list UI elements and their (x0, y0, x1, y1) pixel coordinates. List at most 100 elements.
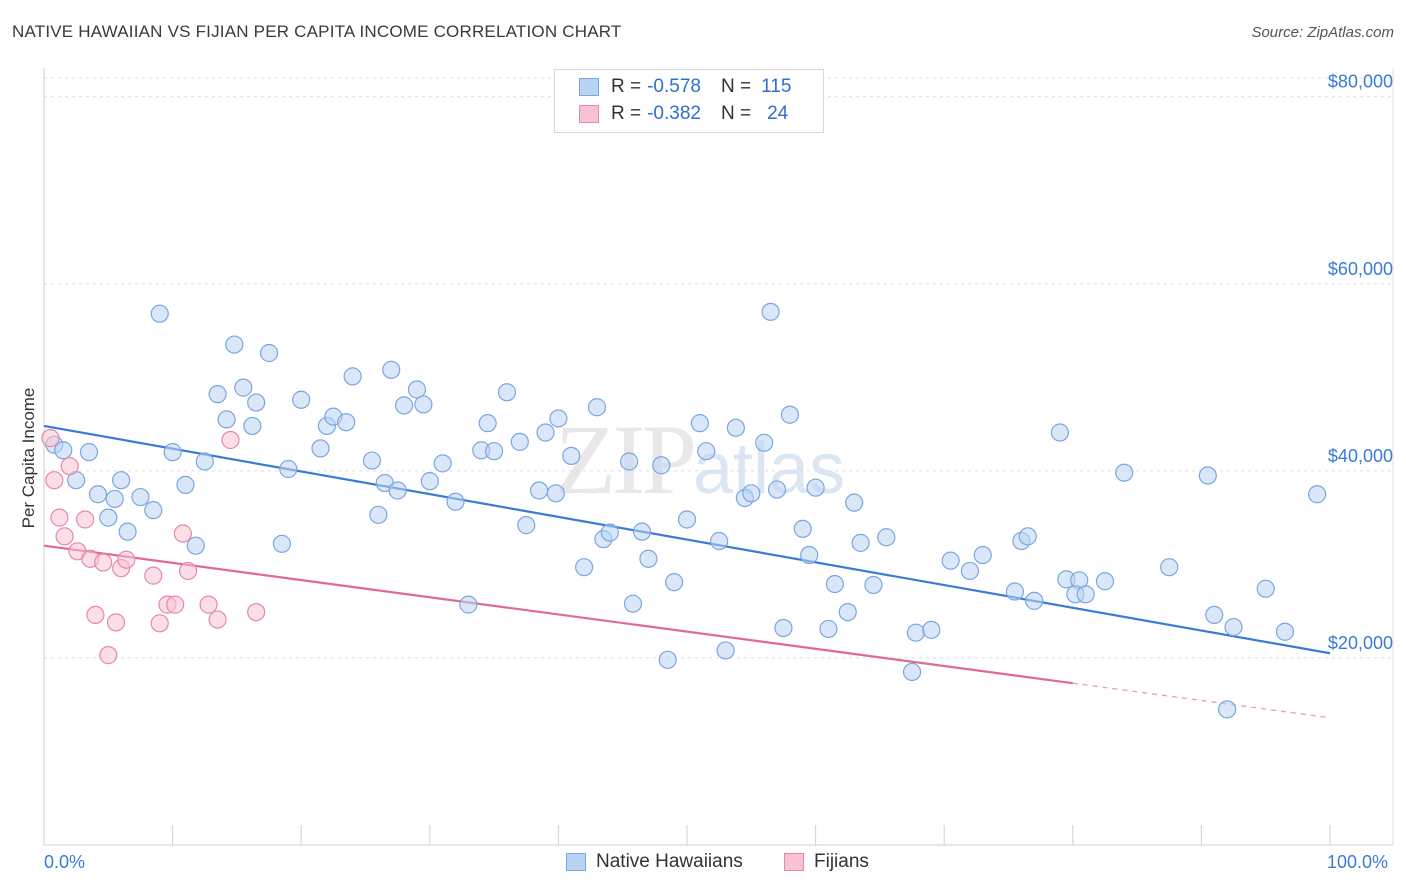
fijian-point (221, 430, 240, 450)
native-hawaiian-trend-line (43, 424, 1331, 655)
native-hawaiian-point (941, 551, 960, 570)
native-hawaiian-point (960, 561, 980, 581)
native-hawaiian-point (118, 522, 137, 541)
fijian-point (144, 566, 163, 585)
native-hawaiian-point (485, 442, 504, 461)
native-hawaiian-point (433, 454, 452, 473)
native-hawaiian-point (767, 480, 787, 499)
native-hawaiian-point (1218, 700, 1237, 719)
native-hawaiian-point (362, 451, 382, 470)
native-hawaiian-point (369, 505, 388, 524)
legend-row-native-hawaiians: R = -0.578 N = 115 (555, 74, 791, 100)
native-hawaiian-point (150, 304, 169, 323)
data-points (41, 302, 1327, 719)
fijian-point (106, 613, 126, 632)
native-hawaiian-point (1115, 463, 1134, 482)
fijian-point (41, 429, 60, 448)
axes (43, 68, 1394, 846)
y-tick-label: $40,000 (1328, 446, 1393, 466)
x-axis-min-label: 0.0% (44, 852, 86, 872)
native-hawaiian-point (446, 492, 465, 511)
native-hawaiian-point (877, 528, 896, 547)
fijian-point (150, 614, 169, 633)
legend-label-fijians: Fijians (814, 851, 869, 872)
native-hawaiian-point (1160, 558, 1179, 577)
native-hawaiian-point (922, 620, 941, 639)
native-hawaiian-point (99, 508, 118, 527)
y-tick-label: $80,000 (1328, 72, 1393, 92)
grid-lines (44, 77, 1393, 659)
native-hawaiian-point (632, 522, 652, 541)
series-legend: Native Hawaiians Fijians (0, 851, 1406, 877)
native-hawaiian-point (382, 360, 401, 379)
fijian-point (166, 595, 185, 614)
legend-r-label: R = (611, 76, 642, 97)
y-tick-label: $60,000 (1328, 259, 1393, 279)
fijian-point (247, 602, 266, 622)
y-tick-label: $20,000 (1328, 633, 1393, 653)
native-hawaiian-point (388, 481, 407, 500)
native-hawaiian-point (247, 393, 266, 412)
native-hawaiian-point (1275, 622, 1295, 641)
native-hawaiian-point (1025, 591, 1044, 610)
native-hawaiian-point (394, 396, 414, 415)
native-hawaiian-point (690, 414, 709, 433)
native-hawaiian-point (1256, 579, 1275, 598)
native-hawaiian-point (131, 487, 150, 507)
native-hawaiian-point (697, 442, 716, 461)
chart-title: NATIVE HAWAIIAN VS FIJIAN PER CAPITA INC… (12, 22, 622, 41)
legend-item-fijians[interactable]: Fijians (784, 851, 869, 873)
correlation-legend: R = -0.578 N = 115 R = -0.382 N = 24 (554, 69, 824, 133)
native-hawaiian-point (755, 433, 774, 452)
fijian-point (45, 471, 64, 490)
native-hawaiian-point (652, 456, 671, 475)
native-hawaiian-point (279, 459, 298, 479)
native-hawaiian-point (600, 523, 619, 542)
native-hawaiian-point (420, 472, 439, 491)
fijian-point (173, 524, 192, 543)
native-hawaiian-point (549, 409, 568, 428)
native-hawaiian-point (864, 575, 883, 595)
native-hawaiian-point (800, 545, 819, 565)
native-hawaiian-point (234, 378, 253, 397)
fijian-point (50, 508, 69, 527)
native-hawaiian-point (665, 573, 684, 592)
legend-n-label: N = (720, 76, 752, 97)
fijian-trend-line (43, 544, 1073, 685)
native-hawaiian-point (793, 519, 812, 538)
native-hawaiian-point (1076, 585, 1095, 604)
fijian-point (94, 553, 113, 572)
legend-row-fijians: R = -0.382 N = 24 (555, 101, 788, 127)
native-hawaiian-point (176, 475, 195, 494)
legend-swatch-fijians (784, 853, 804, 871)
x-ticks (43, 825, 1331, 845)
native-hawaiian-point (1095, 572, 1115, 591)
legend-swatch-native-hawaiians (566, 853, 586, 871)
legend-r-value: -0.382 (647, 103, 701, 124)
native-hawaiian-point (1205, 605, 1224, 625)
native-hawaiian-point (819, 619, 838, 639)
native-hawaiian-point (112, 471, 131, 490)
fijian-point (76, 510, 95, 529)
legend-n-value: 24 (767, 103, 789, 124)
native-hawaiian-point (845, 493, 864, 512)
native-hawaiian-point (186, 536, 205, 555)
native-hawaiian-point (780, 405, 799, 424)
legend-r-value: -0.578 (647, 76, 701, 97)
native-hawaiian-point (292, 390, 311, 409)
native-hawaiian-point (272, 534, 292, 553)
native-hawaiian-point (774, 618, 793, 638)
native-hawaiian-point (562, 446, 581, 465)
native-hawaiian-point (546, 484, 565, 503)
native-hawaiian-point (620, 452, 639, 471)
legend-r-label: R = (611, 103, 642, 124)
native-hawaiian-point (217, 410, 236, 429)
legend-item-native-hawaiians[interactable]: Native Hawaiians (566, 851, 743, 873)
legend-n-value: 115 (761, 76, 792, 97)
fijian-point (117, 550, 136, 569)
native-hawaiian-point (144, 501, 163, 520)
fijian-point (86, 605, 105, 625)
native-hawaiian-point (517, 516, 536, 535)
native-hawaiian-point (497, 383, 517, 402)
